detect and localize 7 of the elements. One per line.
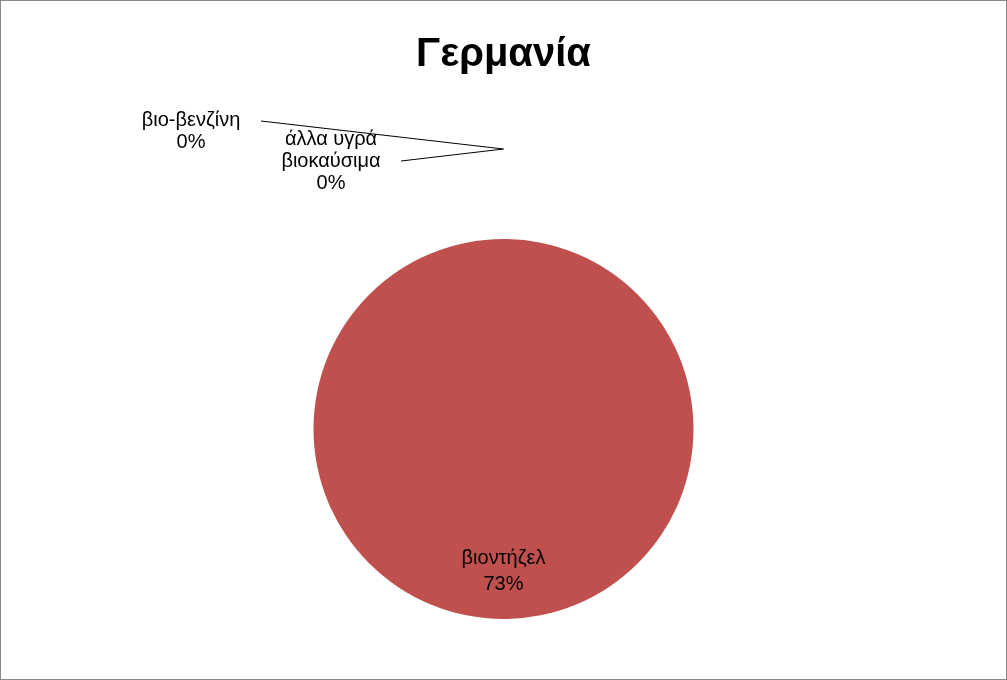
chart-title: Γερμανία [416,30,592,75]
category-label: βιο-βενζίνη [141,107,241,130]
data-label: 73% [483,572,524,595]
category-label: άλλα υγρά βιοκαύσιμα [281,126,381,171]
slice-label: βιοντήζελ [461,546,546,569]
text: 0% [176,129,206,152]
text: 0% [316,170,346,193]
